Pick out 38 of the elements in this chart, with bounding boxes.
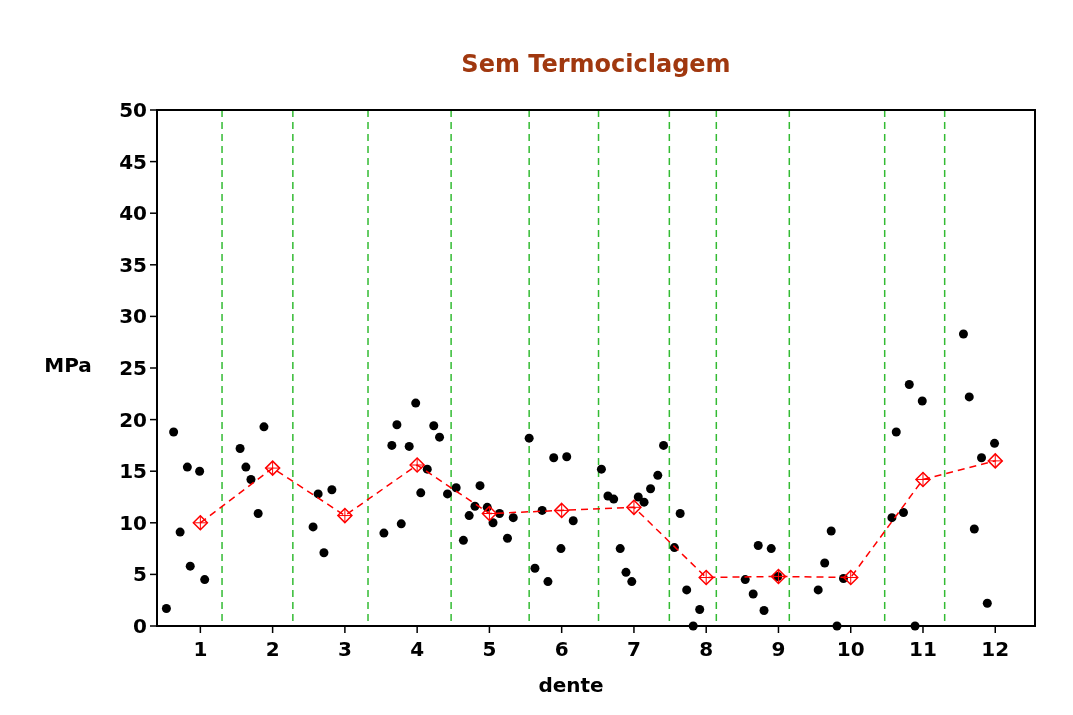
point bbox=[770, 568, 787, 585]
chart-title: Sem Termociclagem bbox=[461, 50, 731, 78]
y-tick-label: 25 bbox=[119, 356, 147, 380]
x-tick-label: 12 bbox=[981, 637, 1010, 661]
point bbox=[337, 507, 353, 524]
point bbox=[481, 505, 498, 522]
point bbox=[698, 569, 714, 586]
y-tick-label: 20 bbox=[119, 407, 147, 432]
y-tick-label: 50 bbox=[119, 98, 147, 122]
x-tick-label: 1 bbox=[193, 637, 208, 661]
x-tick-label: 10 bbox=[836, 637, 865, 661]
y-tick-label: 10 bbox=[119, 510, 147, 535]
y-tick-label: 45 bbox=[119, 149, 147, 174]
x-tick-label: 8 bbox=[699, 637, 714, 661]
y-tick-label: 5 bbox=[133, 562, 147, 587]
y-tick-label: 35 bbox=[119, 252, 147, 277]
x-tick-label: 2 bbox=[265, 637, 280, 661]
x-tick-label: 11 bbox=[909, 637, 937, 661]
y-tick-label: 40 bbox=[119, 201, 147, 226]
point bbox=[192, 515, 209, 531]
point bbox=[842, 569, 859, 586]
x-tick-label: 6 bbox=[554, 637, 569, 661]
point bbox=[915, 471, 931, 488]
y-axis-title: MPa bbox=[44, 353, 92, 377]
x-axis-title: dente bbox=[538, 673, 604, 697]
y-tick-label: 15 bbox=[119, 459, 147, 484]
point bbox=[626, 499, 642, 516]
point bbox=[409, 457, 425, 473]
x-tick-label: 3 bbox=[337, 637, 352, 661]
x-tick-label: 5 bbox=[482, 637, 497, 661]
point bbox=[553, 502, 570, 519]
x-tick-label: 7 bbox=[626, 637, 641, 661]
x-tick-label: 9 bbox=[771, 637, 786, 661]
point bbox=[264, 460, 281, 476]
y-tick-label: 30 bbox=[119, 304, 147, 329]
x-tick-label: 4 bbox=[410, 637, 425, 661]
point bbox=[987, 453, 1004, 469]
y-tick-label: 0 bbox=[133, 614, 147, 638]
